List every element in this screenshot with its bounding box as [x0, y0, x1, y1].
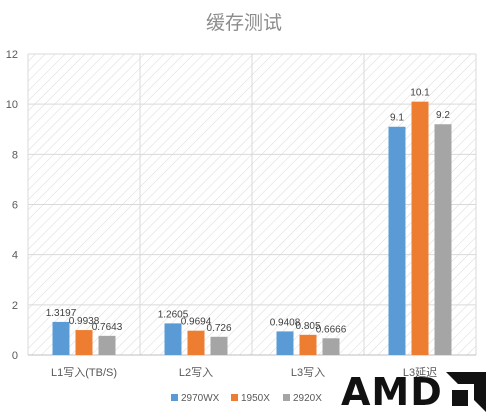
y-tick-label: 8	[12, 149, 18, 161]
data-label-2920X: 0.726	[206, 323, 231, 334]
bar-2970WX	[388, 126, 406, 355]
amd-logo: AMD	[341, 370, 486, 414]
legend-label-2920X: 2920X	[293, 393, 322, 404]
y-tick-label: 12	[6, 49, 18, 61]
bar-1950X	[299, 334, 317, 355]
data-label-1950X: 10.1	[410, 88, 430, 99]
y-tick-label: 10	[6, 99, 18, 111]
bar-1950X	[411, 101, 429, 356]
x-tick-label: L3写入	[291, 367, 325, 379]
bar-2920X	[434, 124, 452, 355]
legend-swatch-1950X	[231, 394, 238, 401]
amd-logo-text: AMD	[341, 370, 443, 414]
x-tick-label: L3延迟	[403, 366, 437, 379]
bars	[52, 101, 452, 356]
bar-2970WX	[164, 323, 182, 355]
gridlines	[27, 53, 477, 356]
data-label-2970WX: 0.9408	[270, 317, 301, 328]
data-label-2920X: 0.7643	[92, 322, 123, 333]
data-label-1950X: 0.9938	[69, 316, 100, 327]
data-label-2920X: 0.6666	[316, 324, 347, 335]
data-labels: 1.3197 1.2605 0.9408 9.1 0.9938 0.9694 0.805 10…	[46, 88, 451, 336]
chart-title: 缓存测试	[206, 12, 282, 34]
amd-arrow-icon	[446, 372, 486, 412]
x-tick-label: L1写入(TB/S)	[51, 367, 117, 379]
bar-2920X	[210, 336, 228, 355]
bar-1950X	[187, 330, 205, 355]
y-tick-label: 0	[12, 350, 18, 362]
legend-swatch-2970WX	[171, 394, 178, 401]
x-tick-label: L2写入	[179, 367, 213, 379]
legend-label-1950X: 1950X	[241, 393, 270, 404]
bar-2970WX	[52, 321, 70, 355]
data-label-2970WX: 1.3197	[46, 308, 77, 319]
data-label-2970WX: 1.2605	[158, 309, 189, 320]
data-label-1950X: 0.805	[295, 321, 320, 332]
legend-swatch-2920X	[283, 394, 290, 401]
y-tick-label: 6	[12, 200, 18, 212]
bar-2920X	[98, 335, 116, 355]
legend: 2970WX 1950X 2920X	[171, 393, 322, 404]
y-tick-label: 4	[12, 250, 18, 262]
bar-2970WX	[276, 331, 294, 355]
bar-1950X	[75, 330, 93, 355]
y-tick-label: 2	[12, 300, 18, 312]
data-label-2920X: 9.2	[436, 110, 450, 121]
data-label-1950X: 0.9694	[181, 317, 212, 328]
legend-label-2970WX: 2970WX	[181, 393, 220, 404]
data-label-2970WX: 9.1	[390, 113, 404, 124]
bar-2920X	[322, 338, 340, 355]
